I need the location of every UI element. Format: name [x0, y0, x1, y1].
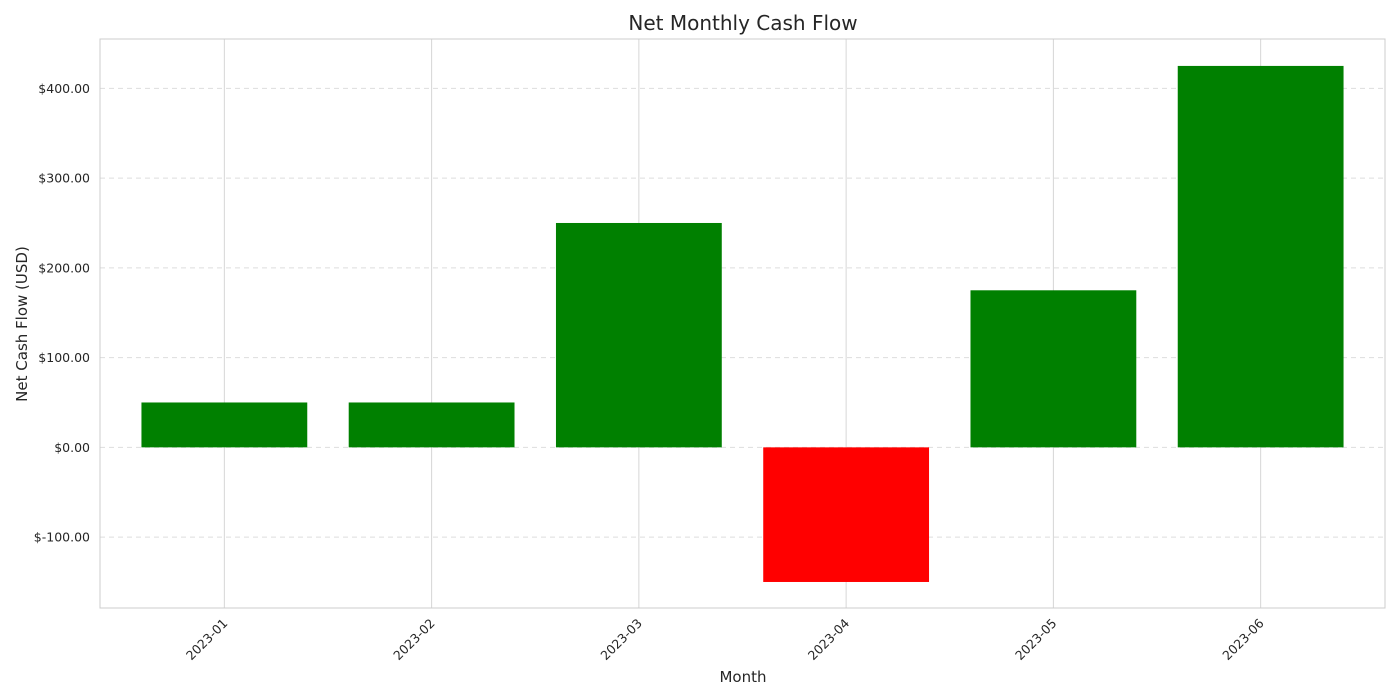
x-tick-label: 2023-02: [390, 616, 438, 664]
y-tick-label: $0.00: [54, 440, 90, 455]
y-axis-label: Net Cash Flow (USD): [13, 246, 31, 402]
bar-2023-01: [141, 402, 308, 448]
x-tick-labels: 2023-01 2023-02 2023-03 2023-04 2023-05 2023-…: [183, 615, 1267, 663]
y-tick-label: $-100.00: [34, 530, 90, 545]
y-tick-label: $100.00: [38, 350, 90, 365]
bars: [141, 65, 1344, 582]
x-tick-label: 2023-05: [1012, 616, 1060, 664]
bar-2023-06: [1177, 65, 1344, 448]
x-tick-label: 2023-01: [183, 616, 231, 664]
bar-2023-04: [763, 447, 930, 582]
y-tick-label: $400.00: [38, 81, 90, 96]
y-tick-label: $300.00: [38, 171, 90, 186]
bar-2023-05: [970, 290, 1137, 448]
x-tick-label: 2023-06: [1219, 615, 1267, 663]
x-axis-label: Month: [719, 668, 766, 686]
chart-title: Net Monthly Cash Flow: [628, 11, 857, 35]
x-tick-label: 2023-03: [597, 616, 645, 664]
y-tick-labels: $-100.00 $0.00 $100.00 $200.00 $300.00 $400.0…: [34, 81, 90, 545]
x-tick-label: 2023-04: [805, 615, 853, 663]
bar-2023-02: [348, 402, 515, 448]
plot-frame: [99, 38, 1386, 609]
bar-2023-03: [555, 222, 722, 448]
y-tick-label: $200.00: [38, 260, 90, 275]
